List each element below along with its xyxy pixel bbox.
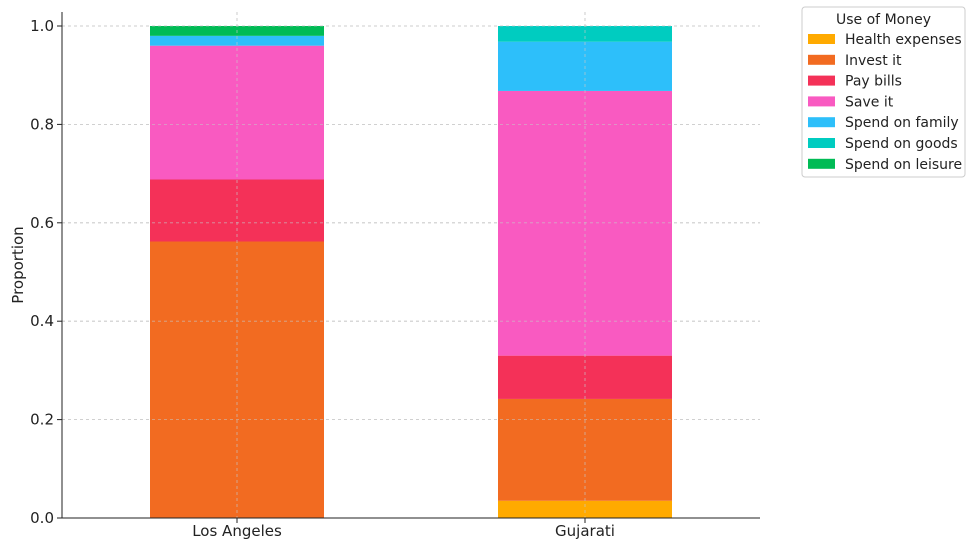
y-tick-label: 0.4 (30, 312, 54, 330)
bar-segment (498, 26, 672, 42)
y-ticks: 0.0 0.2 0.4 0.6 0.8 1.0 (30, 17, 62, 527)
x-tick-label: Los Angeles (192, 522, 282, 540)
legend-label: Health expenses (845, 32, 962, 48)
bar-segment (498, 500, 672, 518)
legend-box (801, 6, 966, 178)
legend-label: Save it (845, 94, 894, 110)
legend-swatch (808, 138, 835, 148)
legend: Use of Money Health expenses Invest it Pay… (801, 6, 966, 178)
legend-swatch (808, 158, 835, 169)
x-tick-label: Gujarati (555, 522, 615, 540)
y-tick-label: 0.2 (30, 411, 54, 429)
axes (61, 12, 760, 519)
legend-label: Spend on leisure (845, 157, 962, 173)
legend-items: Health expenses Invest it Pay bills Save it… (808, 32, 962, 173)
bar-segment (150, 45, 324, 180)
legend-swatch (808, 75, 835, 86)
x-ticks: Los Angeles Gujarati (192, 518, 615, 540)
bars (62, 12, 760, 519)
y-tick-label: 0.8 (30, 115, 54, 133)
legend-label: Spend on goods (845, 136, 958, 152)
y-tick-label: 1.0 (30, 17, 54, 35)
legend-title: Use of Money (836, 12, 931, 28)
legend-swatch (808, 96, 835, 107)
legend-swatch (808, 117, 835, 128)
legend-label: Pay bills (845, 74, 902, 90)
y-tick-label: 0.0 (30, 509, 54, 527)
y-tick-label: 0.6 (30, 214, 54, 232)
legend-label: Spend on family (845, 115, 959, 131)
legend-swatch (808, 34, 835, 44)
y-axis-label: Proportion (9, 226, 27, 303)
legend-label: Invest it (845, 53, 902, 69)
legend-swatch (808, 54, 835, 65)
bar-segment (150, 35, 324, 46)
